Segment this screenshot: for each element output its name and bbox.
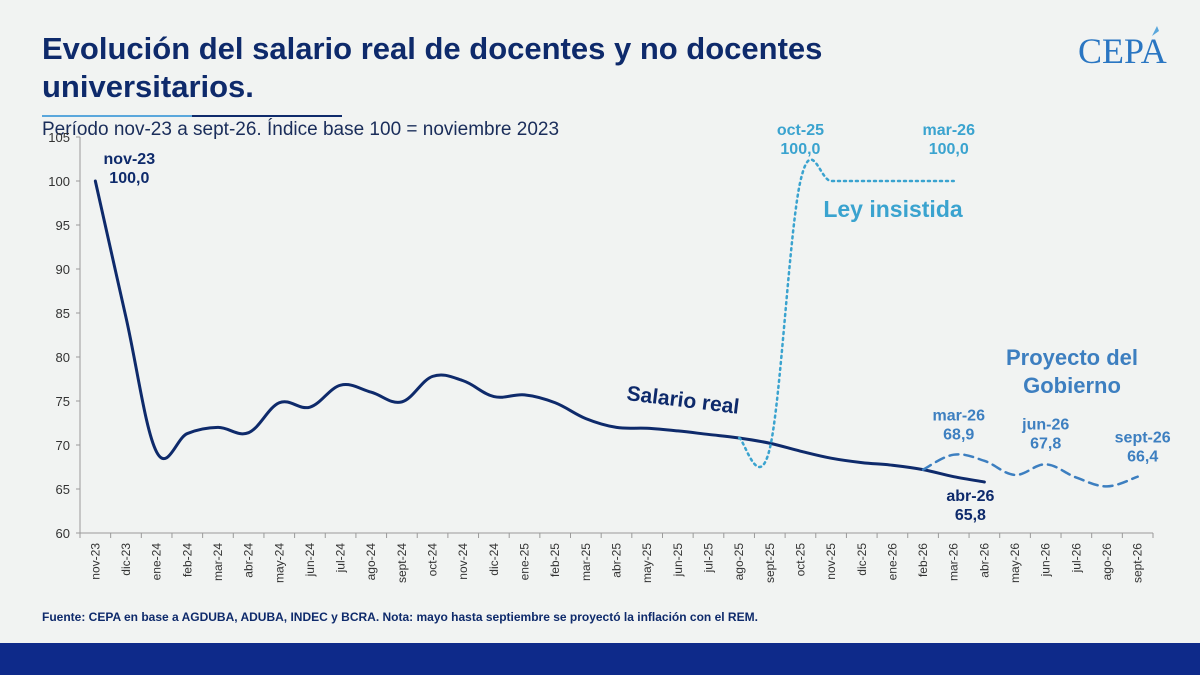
x-tick-label: ago-26 [1100,543,1114,581]
x-tick-label: ago-24 [364,543,378,581]
x-tick-label: jul-24 [334,543,348,574]
annotation-value-oct25: 100,0 [780,141,820,158]
ley-insistida-line [737,158,955,469]
annotation-label-mar26b: mar-26 [932,408,985,425]
annotation-value-abr26: 65,8 [955,507,986,524]
y-tick-label: 75 [56,394,70,409]
y-tick-label: 65 [56,482,70,497]
source-note: Fuente: CEPA en base a AGDUBA, ADUBA, IN… [42,610,758,624]
chart-annotations: nov-23 100,0 oct-25 100,0 mar-26 100,0 mar-26 6… [104,122,1171,524]
x-tick-label: may-24 [272,543,286,583]
annotation-label-abr26: abr-26 [946,488,994,505]
x-tick-label: abr-24 [242,543,256,578]
cepa-logo: CEPA [1078,31,1167,71]
y-tick-label: 60 [56,526,70,541]
annotation-value-sept26: 66,4 [1127,449,1158,466]
x-tick-label: may-26 [1008,543,1022,583]
y-tick-label: 95 [56,218,70,233]
annotation-value-nov23: 100,0 [109,170,149,187]
x-tick-label: nov-24 [456,543,470,580]
x-tick-label: jun-24 [303,543,317,578]
annotation-label-mar26a: mar-26 [922,122,975,139]
logo-accent-icon [1152,26,1159,36]
x-tick-label: ago-25 [732,543,746,581]
x-tick-label: mar-26 [947,543,961,581]
x-tick-label: feb-25 [548,543,562,577]
chart-subtitle: Período nov-23 a sept-26. Índice base 10… [42,119,560,140]
x-tick-label: jun-26 [1039,543,1053,578]
x-tick-label: jul-26 [1069,543,1083,574]
title-text: Evolución del salario real de docentes y… [42,31,823,104]
x-tick-label: dic-23 [119,543,133,576]
annotation-label-oct25: oct-25 [777,122,824,139]
x-tick-label: sept-25 [763,543,777,583]
footer-bar [0,643,1200,675]
salario-real-line [93,179,986,484]
salary-line-chart: 60 65 70 75 80 85 90 95 100 105 nov-23 dic-23 ene-24… [48,122,1171,583]
x-tick-label: ene-24 [150,543,164,581]
annotation-value-mar26b: 68,9 [943,427,974,444]
x-tick-label: abr-25 [610,543,624,578]
y-tick-label: 80 [56,350,70,365]
y-tick-label: 85 [56,306,70,321]
series-label-proyecto-line1: Proyecto del [1006,345,1138,370]
x-tick-label: may-25 [640,543,654,583]
title-underline-dark [192,115,342,117]
x-tick-label: ene-25 [518,543,532,581]
x-tick-label: oct-25 [793,543,807,577]
x-tick-label: nov-23 [88,543,102,580]
x-tick-label: mar-24 [211,543,225,581]
annotation-value-jun26: 67,8 [1030,435,1061,452]
y-tick-label: 100 [48,174,70,189]
chart-axes: 60 65 70 75 80 85 90 95 100 105 nov-23 dic-23 ene-24… [48,130,1154,583]
x-tick-label: jul-25 [701,543,715,574]
annotation-label-nov23: nov-23 [104,151,156,168]
x-tick-label: sept-26 [1131,543,1145,583]
series-label-ley-insistida: Ley insistida [823,196,963,222]
annotation-value-mar26a: 100,0 [929,141,969,158]
x-tick-label: abr-26 [977,543,991,578]
annotation-label-sept26: sept-26 [1115,430,1171,447]
y-tick-label: 70 [56,438,70,453]
x-tick-label: nov-25 [824,543,838,580]
title-underline-light [42,115,192,117]
x-tick-label: oct-24 [426,543,440,577]
series-label-salario-real: Salario real [625,382,740,419]
y-tick-label: 105 [48,130,70,145]
chart-series [93,158,1139,488]
x-tick-label: sept-24 [395,543,409,583]
y-tick-label: 90 [56,262,70,277]
series-label-proyecto-line2: Gobierno [1023,373,1121,398]
chart-title: Evolución del salario real de docentes y… [42,30,1042,149]
x-tick-label: mar-25 [579,543,593,581]
x-tick-label: feb-24 [180,543,194,577]
x-tick-label: feb-26 [916,543,930,577]
proyecto-gobierno-line [921,453,1139,488]
annotation-label-jun26: jun-26 [1021,416,1069,433]
x-tick-label: ene-26 [885,543,899,581]
x-tick-label: jun-25 [671,543,685,578]
x-tick-label: dic-25 [855,543,869,576]
x-tick-label: dic-24 [487,543,501,576]
